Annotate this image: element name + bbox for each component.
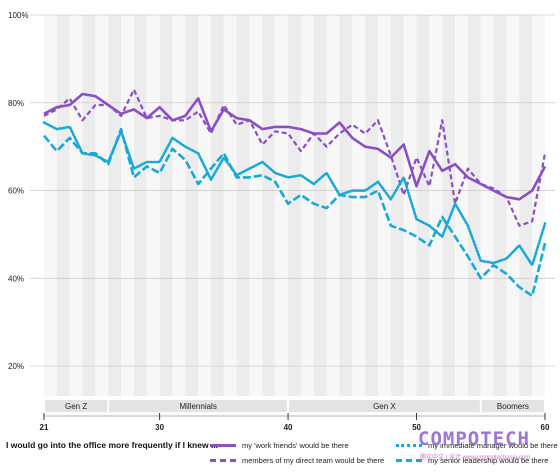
gridlines bbox=[30, 14, 555, 367]
age-stripe bbox=[172, 15, 186, 410]
generation-label: Gen Z bbox=[65, 402, 87, 411]
generation-label: Millennials bbox=[179, 402, 216, 411]
age-stripe bbox=[275, 15, 289, 410]
age-stripe bbox=[326, 15, 340, 410]
x-tick-label: 21 bbox=[40, 423, 49, 432]
age-stripe bbox=[429, 15, 443, 410]
age-stripe bbox=[300, 15, 314, 410]
age-stripe bbox=[442, 15, 456, 410]
age-stripe bbox=[390, 15, 404, 410]
generation-label: Boomers bbox=[497, 402, 529, 411]
age-stripe bbox=[493, 15, 507, 410]
legend-label: my immediate manager would be there bbox=[428, 441, 558, 450]
legend-item-direct-team: members of my direct team would be there bbox=[210, 456, 384, 465]
age-stripe bbox=[519, 15, 533, 410]
age-stripe bbox=[365, 15, 378, 410]
age-stripe bbox=[56, 15, 70, 410]
watermark-logo: COMPOTECH bbox=[418, 428, 530, 450]
generation-segment bbox=[289, 400, 480, 412]
age-stripe bbox=[352, 15, 366, 410]
legend-label: my senior leadership would be there bbox=[428, 456, 549, 465]
age-stripe bbox=[223, 15, 237, 410]
age-stripe bbox=[121, 15, 134, 410]
generation-segment bbox=[109, 400, 288, 412]
x-tick-label: 30 bbox=[155, 423, 164, 432]
age-stripe bbox=[532, 15, 545, 410]
age-stripe bbox=[339, 15, 353, 410]
generation-segment bbox=[481, 400, 544, 412]
age-stripe bbox=[82, 15, 96, 410]
legend-title: I would go into the office more frequent… bbox=[6, 440, 219, 450]
age-stripe bbox=[146, 15, 160, 410]
age-stripe bbox=[416, 15, 430, 410]
series-line-1 bbox=[43, 92, 547, 201]
generation-segment bbox=[45, 400, 108, 412]
age-stripe bbox=[108, 15, 122, 410]
series-line-4 bbox=[43, 127, 547, 298]
age-stripe bbox=[159, 15, 173, 410]
age-stripe bbox=[44, 15, 57, 410]
y-tick-label: 80% bbox=[8, 99, 24, 108]
age-stripe bbox=[236, 15, 250, 410]
age-stripe bbox=[313, 15, 327, 410]
age-stripe bbox=[403, 15, 417, 410]
age-stripe bbox=[211, 15, 224, 410]
legend-swatch-dashdot bbox=[396, 459, 422, 462]
x-tick-label: 40 bbox=[284, 423, 293, 432]
x-axis: 21 30 40 50 60 bbox=[40, 413, 550, 432]
age-stripe bbox=[480, 15, 494, 410]
age-stripe bbox=[288, 15, 301, 410]
legend-swatch-dashed bbox=[210, 459, 236, 462]
legend-item-leadership: my senior leadership would be there bbox=[396, 456, 548, 465]
x-tick-label: 50 bbox=[412, 423, 421, 432]
x-tick-label: 60 bbox=[541, 423, 550, 432]
series-lines bbox=[42, 88, 547, 298]
age-stripe bbox=[467, 15, 481, 410]
age-stripe bbox=[133, 15, 147, 410]
y-tick-label: 20% bbox=[8, 362, 24, 371]
age-stripe bbox=[95, 15, 109, 410]
age-bands bbox=[44, 15, 545, 410]
age-stripe bbox=[262, 15, 276, 410]
age-stripe bbox=[185, 15, 199, 410]
age-stripe bbox=[198, 15, 211, 410]
age-stripe bbox=[249, 15, 263, 410]
generation-label: Gen X bbox=[373, 402, 396, 411]
y-tick-label: 100% bbox=[8, 11, 28, 20]
legend-label: my 'work friends' would be there bbox=[242, 441, 349, 450]
legend-swatch-dotted bbox=[396, 444, 422, 447]
y-tick-label: 60% bbox=[8, 187, 24, 196]
legend-item-manager: my immediate manager would be there bbox=[396, 441, 558, 450]
legend-label: members of my direct team would be there bbox=[242, 456, 385, 465]
y-axis-ticks: 20% 40% 60% 80% 100% bbox=[8, 11, 28, 371]
watermark-subtext: 圕实中文 | 设计 www.compotechasia.com bbox=[420, 455, 531, 461]
series-line-2 bbox=[43, 88, 547, 227]
legend-item-work-friends: my 'work friends' would be there bbox=[210, 441, 349, 450]
generation-band: Gen Z Millennials Gen X Boomers bbox=[44, 396, 545, 416]
legend-swatch-solid bbox=[210, 444, 236, 447]
age-stripe bbox=[69, 15, 83, 410]
age-stripe bbox=[378, 15, 391, 410]
y-tick-label: 40% bbox=[8, 274, 24, 283]
